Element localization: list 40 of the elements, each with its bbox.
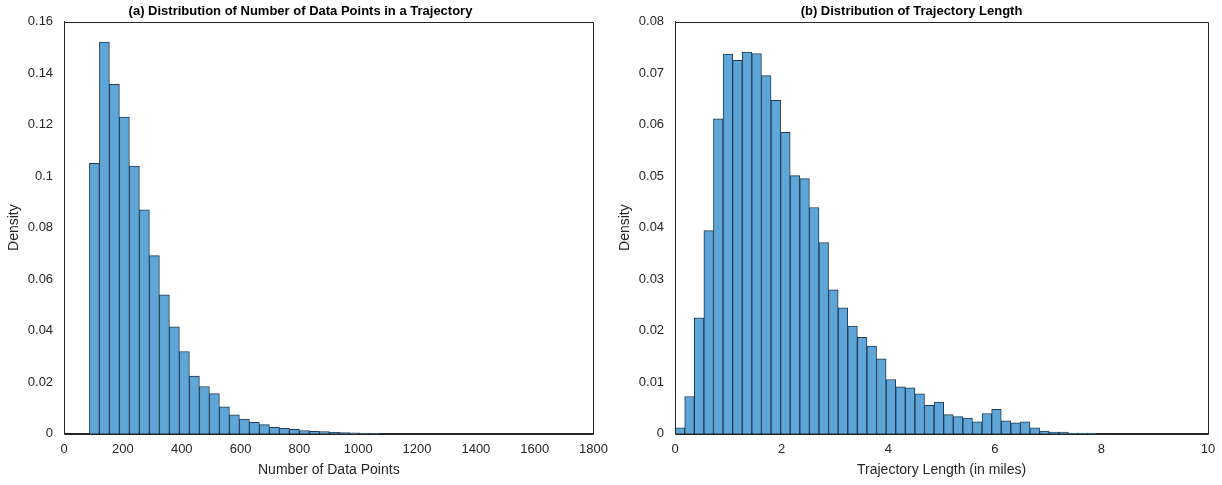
x-tick-label: 10	[1200, 440, 1216, 456]
y-axis-title: Density	[5, 204, 22, 251]
y-tick-label: 0.02	[638, 322, 665, 338]
y-tick-label: 0.02	[27, 373, 54, 389]
y-tick-label: 0.04	[27, 322, 54, 338]
x-tick-label: 1200	[402, 440, 432, 456]
x-tick-label: 600	[229, 440, 252, 456]
y-tick-label: 0.06	[27, 270, 54, 286]
x-tick-label: 8	[1097, 440, 1106, 456]
y-tick-label: 0.1	[35, 167, 54, 183]
x-tick-label: 1800	[579, 440, 608, 456]
y-tick-label: 0.08	[638, 13, 665, 29]
y-tick-label: 0.07	[638, 64, 665, 80]
x-tick-label: 1400	[461, 440, 491, 456]
x-tick-label: 200	[112, 440, 134, 456]
y-tick-label: 0.04	[638, 219, 665, 235]
y-tick-label: 0.05	[638, 167, 665, 183]
y-tick-label: 0.01	[638, 373, 665, 389]
x-tick-label: 800	[288, 440, 311, 456]
chart-title: (b) Distribution of Trajectory Length	[800, 3, 1023, 19]
y-tick-label: 0.16	[27, 13, 54, 29]
x-tick-label: 0	[671, 440, 679, 456]
x-tick-label: 0	[60, 440, 68, 456]
x-axis-title: Trajectory Length (in miles)	[857, 461, 1027, 478]
y-tick-label: 0.14	[27, 64, 54, 80]
x-tick-label: 6	[991, 440, 999, 456]
x-tick-label: 2	[778, 440, 786, 456]
y-tick-label: 0.12	[27, 116, 54, 132]
x-tick-label: 1000	[343, 440, 373, 456]
y-tick-label: 0.08	[27, 219, 54, 235]
y-tick-label: 0	[45, 425, 54, 441]
y-tick-label: 0.03	[638, 270, 665, 286]
y-tick-label: 0.06	[638, 116, 665, 132]
y-axis-title: Density	[616, 204, 633, 251]
x-tick-label: 400	[170, 440, 193, 456]
y-tick-label: 0	[656, 425, 665, 441]
x-tick-label: 1600	[520, 440, 550, 456]
x-tick-label: 4	[884, 440, 892, 456]
x-axis-title: Number of Data Points	[258, 461, 400, 478]
chart-title: (a) Distribution of Number of Data Points in a Trajectory	[128, 3, 474, 19]
